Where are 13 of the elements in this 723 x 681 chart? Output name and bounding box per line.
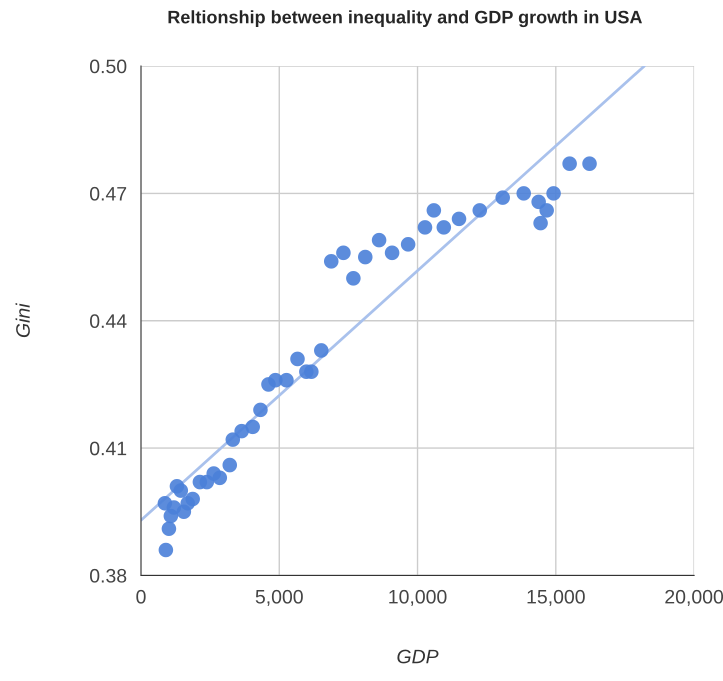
y-tick-label: 0.44 [90,314,127,328]
chart-title: Reltionship between inequality and GDP growth in USA [168,10,642,28]
y-tick-label: 0.50 [90,60,126,74]
y-tick-label: 0.41 [90,442,126,456]
x-tick-label: 5,000 [256,590,303,606]
x-tick-label: 20,000 [665,590,723,606]
x-tick-label: 15,000 [528,590,585,606]
y-tick-label: 0.47 [90,186,126,201]
x-axis-title: GDP [397,650,438,664]
y-axis-title: Gini [16,303,30,338]
x-tick-label: 10,000 [389,590,447,606]
y-tick-label: 0.38 [90,568,126,583]
x-tick-label: 0 [136,590,146,604]
